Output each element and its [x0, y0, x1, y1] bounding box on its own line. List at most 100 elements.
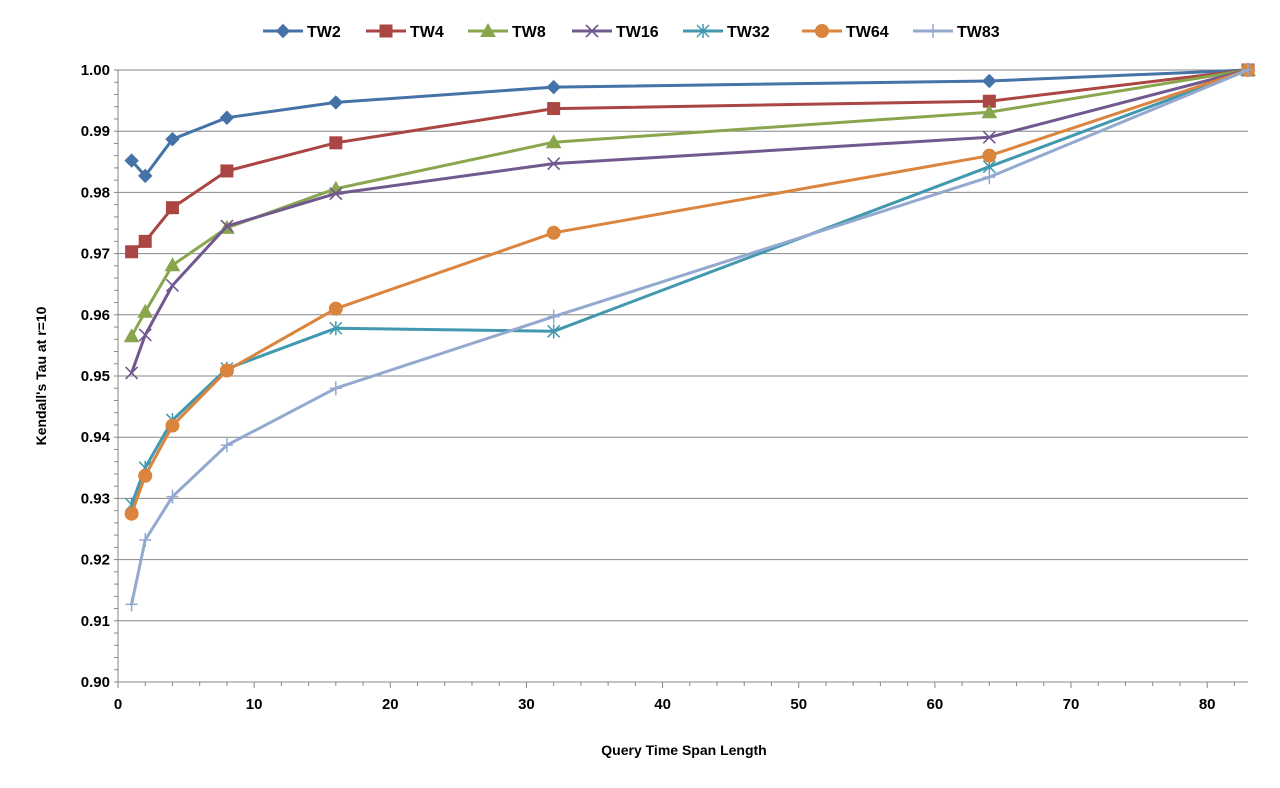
data-point-tw83: [166, 489, 179, 504]
data-point-tw4: [138, 234, 152, 248]
data-point-tw8: [164, 257, 181, 272]
y-tick-label: 0.92: [81, 552, 110, 569]
data-point-tw4: [220, 164, 234, 178]
x-tick-label: 80: [1199, 696, 1216, 713]
data-point-tw32: [329, 321, 343, 336]
x-tick-label: 0: [114, 696, 122, 713]
y-tick-label: 0.98: [81, 184, 110, 201]
data-point-tw8: [545, 134, 562, 149]
data-point-tw8: [123, 328, 140, 343]
x-tick-label: 10: [246, 696, 263, 713]
legend: TW2 TW4 TW8 TW16 TW32 TW64 TW83: [263, 22, 1000, 41]
series-tw32: [125, 63, 1255, 512]
legend-item-tw32: TW32: [683, 24, 770, 41]
data-point-tw16: [220, 219, 234, 233]
legend-item-tw83: TW83: [913, 24, 1000, 41]
data-point-tw2: [982, 73, 997, 89]
data-point-tw64: [165, 418, 180, 433]
data-point-tw83: [983, 170, 996, 185]
data-point-tw64: [328, 301, 343, 316]
data-point-tw16: [138, 328, 152, 342]
series-line-tw32: [130, 68, 1250, 506]
y-tick-label: 1.00: [81, 62, 110, 79]
series-line-tw2: [130, 68, 1250, 178]
x-tick-label: 70: [1063, 696, 1080, 713]
y-tick-label: 0.90: [81, 674, 110, 691]
legend-item-tw16: TW16: [572, 24, 659, 41]
data-point-tw16: [329, 187, 343, 201]
legend-label-tw64: TW64: [846, 24, 889, 41]
data-point-tw64: [124, 506, 139, 521]
data-point-tw2: [219, 110, 235, 125]
data-point-tw2: [165, 131, 180, 147]
series-tw64: [124, 63, 1255, 521]
data-point-tw64: [546, 225, 561, 240]
data-point-tw83: [1242, 63, 1254, 77]
legend-item-tw4: TW4: [366, 24, 444, 41]
y-tick-label: 0.95: [81, 368, 110, 385]
legend-marker-tw2: [275, 23, 291, 39]
data-point-tw2: [328, 95, 344, 110]
x-tick-label: 30: [518, 696, 535, 713]
axes: 0.90 0.91 0.92 0.93 0.94 0.95 0.96 0.97 0.98 0.99…: [81, 62, 1248, 713]
legend-label-tw8: TW8: [512, 24, 546, 41]
legend-item-tw64: TW64: [802, 24, 889, 41]
series-tw4: [125, 63, 1255, 259]
legend-marker-tw4: [379, 24, 393, 38]
y-tick-label: 0.96: [81, 307, 110, 324]
data-point-tw16: [547, 157, 561, 171]
data-point-tw32: [547, 324, 561, 339]
series-line-tw64: [130, 68, 1250, 516]
legend-item-tw8: TW8: [468, 22, 546, 41]
legend-marker-tw16: [585, 24, 599, 38]
x-axis-title: Query Time Span Length: [601, 742, 766, 758]
legend-marker-tw64: [815, 24, 829, 38]
legend-label-tw4: TW4: [410, 24, 444, 41]
data-point-tw83: [329, 381, 342, 396]
series-line-tw83: [130, 68, 1250, 606]
y-tick-label: 0.94: [81, 429, 111, 446]
x-tick-label: 50: [790, 696, 807, 713]
data-point-tw4: [125, 245, 139, 259]
data-point-tw64: [219, 363, 234, 378]
x-tick-label: 60: [927, 696, 944, 713]
data-point-tw64: [982, 148, 997, 163]
x-tick-label: 20: [382, 696, 399, 713]
y-axis-title: Kendall's Tau at r=10: [33, 306, 49, 445]
legend-label-tw16: TW16: [616, 24, 659, 41]
data-point-tw4: [165, 201, 179, 215]
data-point-tw83: [139, 533, 152, 548]
data-point-tw83: [547, 309, 560, 324]
data-point-tw83: [125, 597, 138, 612]
data-point-tw2: [138, 168, 153, 184]
legend-item-tw2: TW2: [263, 23, 341, 41]
data-point-tw2: [124, 153, 139, 168]
legend-marker-tw8: [480, 22, 496, 37]
y-tick-label: 0.99: [81, 123, 110, 140]
series-tw83: [125, 63, 1254, 612]
data-point-tw64: [138, 468, 153, 483]
data-point-tw16: [982, 130, 996, 144]
legend-label-tw83: TW83: [957, 24, 1000, 41]
series-tw2: [124, 62, 1256, 184]
y-tick-label: 0.93: [81, 490, 110, 507]
y-tick-label: 0.91: [81, 613, 110, 630]
legend-label-tw2: TW2: [307, 24, 341, 41]
data-point-tw8: [137, 303, 154, 318]
legend-marker-tw32: [696, 24, 710, 38]
data-point-tw4: [329, 136, 343, 150]
data-point-tw16: [125, 366, 139, 380]
data-point-tw83: [220, 438, 233, 453]
data-point-tw16: [165, 278, 180, 292]
data-point-tw2: [546, 79, 561, 95]
legend-marker-tw83: [927, 24, 939, 38]
legend-label-tw32: TW32: [727, 24, 770, 41]
data-point-tw8: [981, 104, 998, 119]
data-point-tw4: [547, 102, 561, 116]
x-tick-label: 40: [654, 696, 671, 713]
series-lines: [123, 61, 1256, 612]
y-tick-label: 0.97: [81, 246, 110, 263]
gridlines: [118, 69, 1248, 622]
